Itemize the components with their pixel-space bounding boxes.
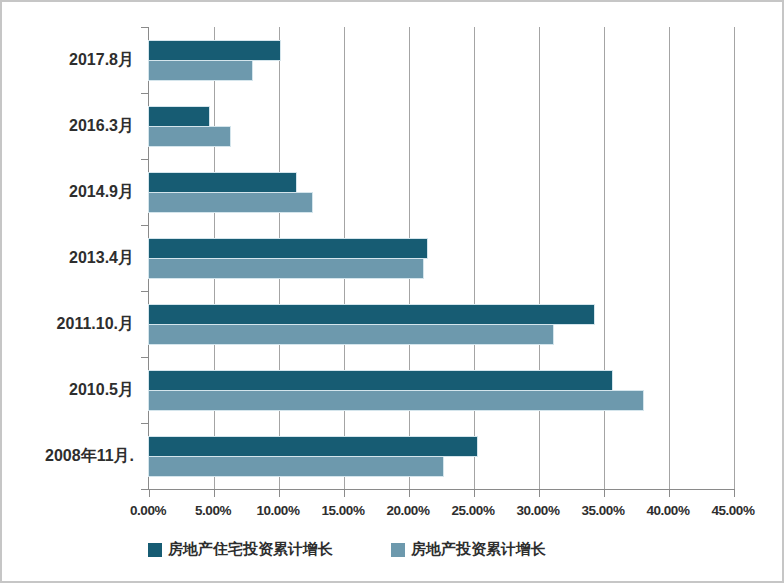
- x-axis-tick: [149, 489, 150, 497]
- x-axis-tick: [409, 489, 410, 497]
- category-label: 2014.9月: [4, 182, 134, 203]
- gridline: [539, 27, 540, 489]
- x-axis-tick-label: 30.00%: [503, 503, 573, 518]
- bar-series2: [149, 325, 553, 344]
- category-label: 2017.8月: [4, 50, 134, 71]
- x-axis-tick-label: 20.00%: [373, 503, 443, 518]
- y-axis-tick: [141, 27, 149, 28]
- legend-entry-series1: 房地产住宅投资累计增长: [148, 540, 333, 559]
- bar-series1: [149, 437, 477, 456]
- y-axis-tick: [141, 291, 149, 292]
- x-axis-tick-label: 5.00%: [178, 503, 248, 518]
- x-axis-tick-label: 35.00%: [568, 503, 638, 518]
- bar-series1: [149, 41, 280, 60]
- bar-series1: [149, 107, 209, 126]
- category-label: 2016.3月: [4, 116, 134, 137]
- y-axis-tick: [141, 357, 149, 358]
- plot-area: [148, 27, 734, 490]
- bar-series2: [149, 391, 643, 410]
- x-axis-tick: [669, 489, 670, 497]
- gridline: [409, 27, 410, 489]
- bar-series2: [149, 127, 230, 146]
- category-label: 2008年11月.: [4, 446, 134, 467]
- bar-series1: [149, 371, 612, 390]
- x-axis-tick: [734, 489, 735, 497]
- gridline: [734, 27, 735, 489]
- gridline: [474, 27, 475, 489]
- y-axis-tick: [141, 159, 149, 160]
- legend: 房地产住宅投资累计增长 房地产投资累计增长: [148, 540, 668, 559]
- x-axis-tick: [604, 489, 605, 497]
- gridline: [669, 27, 670, 489]
- y-axis-tick: [141, 423, 149, 424]
- x-axis-tick-label: 40.00%: [633, 503, 703, 518]
- legend-swatch-series1-icon: [148, 543, 162, 557]
- x-axis-tick: [214, 489, 215, 497]
- x-axis-tick: [474, 489, 475, 497]
- x-axis-tick: [344, 489, 345, 497]
- x-axis-tick: [539, 489, 540, 497]
- legend-entry-series2: 房地产投资累计增长: [391, 540, 546, 559]
- bar-series1: [149, 239, 427, 258]
- gridline: [279, 27, 280, 489]
- x-axis-tick-label: 0.00%: [113, 503, 183, 518]
- x-axis-tick-label: 10.00%: [243, 503, 313, 518]
- bar-series2: [149, 193, 312, 212]
- category-label: 2010.5月: [4, 380, 134, 401]
- x-axis-tick: [279, 489, 280, 497]
- bar-series2: [149, 61, 252, 80]
- gridline: [604, 27, 605, 489]
- legend-label-series1: 房地产住宅投资累计增长: [168, 540, 333, 559]
- y-axis-tick: [141, 93, 149, 94]
- gridline: [214, 27, 215, 489]
- chart-canvas: 2017.8月 2016.3月 2014.9月 2013.4月 2011.10.月 201…: [0, 0, 784, 583]
- x-axis-tick-label: 15.00%: [308, 503, 378, 518]
- gridline: [344, 27, 345, 489]
- bar-series2: [149, 259, 423, 278]
- category-label: 2011.10.月: [4, 314, 134, 335]
- x-axis-tick-label: 25.00%: [438, 503, 508, 518]
- bar-series1: [149, 305, 594, 324]
- y-axis-tick: [141, 489, 149, 490]
- x-axis-tick-label: 45.00%: [698, 503, 768, 518]
- legend-swatch-series2-icon: [391, 543, 405, 557]
- bar-series1: [149, 173, 296, 192]
- bar-series2: [149, 457, 443, 476]
- category-label: 2013.4月: [4, 248, 134, 269]
- legend-label-series2: 房地产投资累计增长: [411, 540, 546, 559]
- y-axis-tick: [141, 225, 149, 226]
